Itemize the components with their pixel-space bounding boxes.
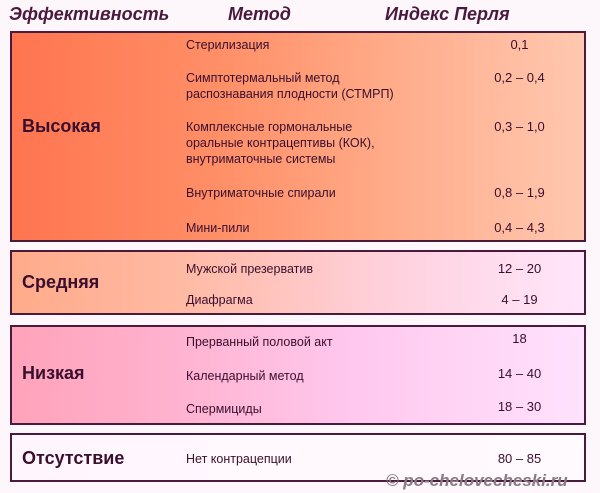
index-cell: 0,3 – 1,0: [494, 119, 545, 134]
index-cell: 4 – 19: [501, 292, 538, 307]
index-cell: 18: [512, 331, 527, 346]
group-high: Высокая Стерилизация 0,1 Симптотермальны…: [10, 31, 586, 242]
method-cell: Прерванный половой акт: [186, 335, 333, 349]
header-effectiveness: Эффективность: [9, 4, 170, 24]
category-label: Низкая: [22, 363, 85, 383]
index-cell: 0,4 – 4,3: [494, 220, 545, 235]
group-none: Отсутствие Нет контрацепции 80 – 85: [10, 433, 586, 482]
method-cell: Диафрагма: [186, 293, 253, 307]
index-cell: 18 – 30: [497, 399, 542, 414]
category-label: Высокая: [22, 116, 101, 136]
method-cell: Симптотермальный метод распознавания пло…: [186, 71, 394, 101]
method-cell: Мужской презерватив: [186, 262, 313, 276]
method-cell: Нет контрацепции: [186, 452, 292, 466]
group-medium: Средняя Мужской презерватив 12 – 20 Диаф…: [10, 250, 586, 315]
index-cell: 0,8 – 1,9: [494, 185, 545, 200]
index-cell: 80 – 85: [497, 451, 542, 466]
group-low: Низкая Прерванный половой акт 18 Календа…: [10, 325, 586, 425]
index-cell: 0,1: [510, 37, 529, 52]
method-cell: Календарный метод: [186, 369, 304, 383]
method-cell: Внутриматочные спирали: [186, 186, 336, 200]
index-cell: 12 – 20: [497, 261, 542, 276]
method-cell: Стерилизация: [186, 38, 270, 52]
method-cell: Комплексные гормональные оральные контра…: [186, 120, 375, 166]
header-pearl-index: Индекс Перля: [385, 4, 510, 24]
table-header: Эффективность Метод Индекс Перля: [0, 0, 600, 30]
watermark: © po-chelovecheski.ru: [386, 471, 568, 490]
category-label: Средняя: [22, 272, 100, 292]
method-cell: Мини-пили: [186, 221, 250, 235]
header-method: Метод: [228, 4, 291, 24]
method-cell: Спермициды: [186, 402, 262, 416]
index-cell: 14 – 40: [497, 366, 542, 381]
category-label: Отсутствие: [22, 448, 125, 468]
index-cell: 0,2 – 0,4: [494, 70, 545, 85]
